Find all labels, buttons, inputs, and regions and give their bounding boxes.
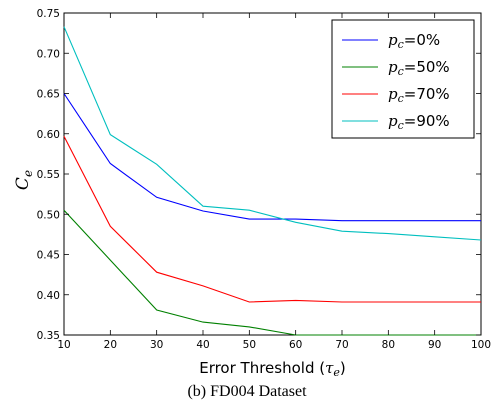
x-tick-label: 80 (382, 339, 395, 351)
series-line-3 (63, 26, 482, 241)
series-line-2 (63, 135, 481, 303)
x-axis-label: Error Threshold (τe) (199, 359, 346, 379)
x-tick-label: 10 (57, 339, 70, 351)
x-tick-label: 60 (289, 339, 302, 351)
legend-label-3: pc=90% (388, 112, 450, 132)
y-tick-label: 0.45 (37, 250, 60, 262)
x-tick-label: 40 (196, 339, 209, 351)
series-line-1 (63, 209, 481, 336)
legend: pc=0% pc=50% pc=70% pc=90% (331, 19, 475, 139)
y-tick-label: 0.75 (37, 8, 60, 20)
y-tick-label: 0.40 (37, 290, 60, 302)
plot-area: 10 20 30 40 50 60 70 80 90 100 0.35 0.40 0.45 0.50 0.5… (37, 8, 491, 351)
x-tick-label: 50 (243, 339, 256, 351)
y-tick-label: 0.60 (37, 129, 60, 141)
legend-label-1: pc=50% (388, 58, 450, 78)
x-tick-label: 90 (428, 339, 441, 351)
y-tick-label: 0.50 (37, 209, 60, 221)
y-tick-label: 0.70 (37, 48, 60, 60)
x-tick-label: 70 (335, 339, 348, 351)
y-tick-label: 0.55 (37, 169, 60, 181)
series-line-0 (63, 93, 481, 222)
series-layer (63, 26, 482, 336)
y-axis-label: Ce (13, 170, 35, 190)
y-tick-label: 0.65 (37, 89, 60, 101)
x-tick-label: 30 (150, 339, 163, 351)
figure-caption: (b) FD004 Dataset (187, 383, 307, 400)
x-tick-label: 100 (471, 339, 491, 351)
x-tick-label: 20 (104, 339, 117, 351)
legend-label-0: pc=0% (388, 31, 440, 51)
line-chart: 10 20 30 40 50 60 70 80 90 100 0.35 0.40 0.45 0.50 0.5… (13, 8, 491, 379)
legend-label-2: pc=70% (388, 85, 450, 105)
y-tick-label: 0.35 (37, 330, 60, 342)
tick-layer: 10 20 30 40 50 60 70 80 90 100 0.35 0.40 0.45 0.50 0.5… (37, 8, 491, 351)
